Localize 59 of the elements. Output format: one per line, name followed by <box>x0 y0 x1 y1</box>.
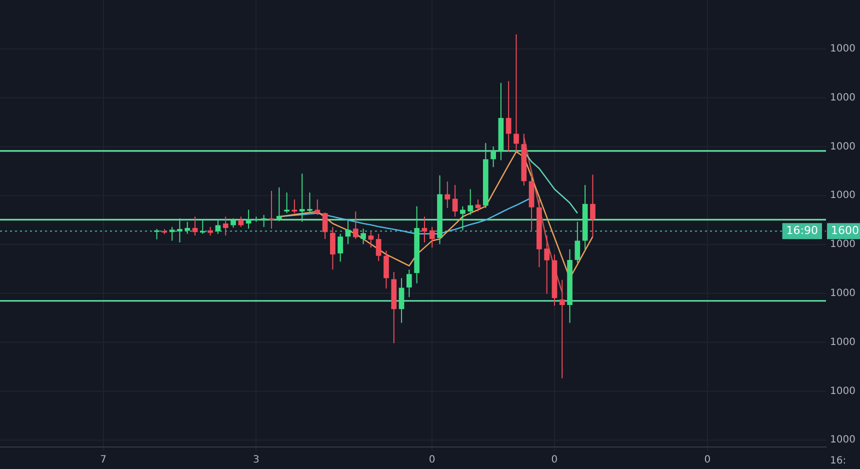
candlestick <box>544 235 550 294</box>
candlestick <box>200 220 206 234</box>
candlestick <box>475 198 481 212</box>
annotation: 16:90 <box>786 224 818 237</box>
candlestick <box>590 174 596 238</box>
candlestick <box>490 146 496 168</box>
candlestick <box>422 216 428 243</box>
text: 1000 <box>830 190 856 202</box>
candlestick <box>292 198 298 214</box>
x-tick-label: 0 <box>551 454 558 466</box>
annotation: 1600 <box>831 224 859 237</box>
candlestick <box>314 198 320 216</box>
candlestick <box>307 192 312 214</box>
candlestick <box>238 216 244 228</box>
candlestick <box>559 279 565 379</box>
candlestick <box>345 220 351 245</box>
candlestick <box>215 220 221 234</box>
x-tick-label: 0 <box>704 454 711 466</box>
x-tick-label: 3 <box>253 454 260 466</box>
candlestick <box>514 34 519 152</box>
candlestick <box>398 278 404 324</box>
candlestick <box>384 250 389 289</box>
candlestick <box>360 228 366 245</box>
candlestick <box>230 218 236 228</box>
candlestick <box>460 206 466 231</box>
candlestick <box>352 210 358 240</box>
candlestick <box>284 192 290 214</box>
text: 1000 <box>830 141 856 152</box>
candlestick <box>322 212 328 240</box>
candlestick <box>338 233 344 262</box>
candlestick <box>192 216 198 236</box>
candlestick <box>276 186 282 222</box>
candlestick <box>184 221 190 234</box>
candlestick <box>299 173 305 222</box>
text: 1000 <box>830 92 856 104</box>
text: 1000 <box>830 239 856 250</box>
text: 1000 <box>830 336 856 348</box>
candlestick <box>246 209 252 230</box>
candlestick <box>368 232 374 248</box>
candlestick <box>154 228 160 240</box>
candlestick <box>468 188 474 216</box>
x-tick-label: 0 <box>428 454 436 466</box>
candlestick <box>444 181 450 209</box>
candlestick <box>452 184 458 218</box>
candlestick <box>330 226 336 270</box>
candlestick <box>222 216 228 236</box>
text: 16: <box>830 456 846 467</box>
text: 1000 <box>830 386 856 397</box>
x-tick-label: 7 <box>100 454 106 466</box>
candlestick <box>169 226 175 242</box>
candlestick <box>429 226 435 248</box>
text: 1000 <box>830 43 856 54</box>
candlestick <box>406 269 412 298</box>
text: 1000 <box>830 434 856 446</box>
candlestick <box>574 221 580 264</box>
candlestick <box>376 233 382 262</box>
text: 1000 <box>830 288 856 299</box>
candlestick <box>177 218 182 243</box>
candlestick <box>506 80 512 152</box>
